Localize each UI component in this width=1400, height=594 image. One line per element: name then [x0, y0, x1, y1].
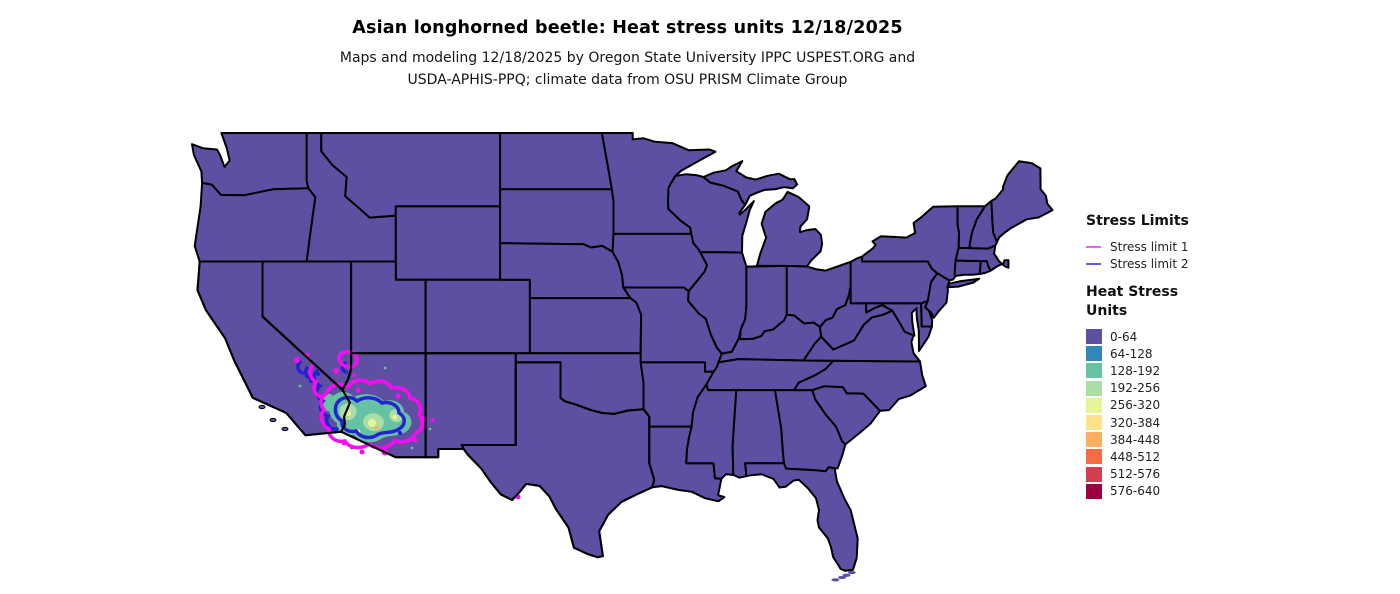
heat-bin-4-item: 256-320: [1086, 397, 1178, 414]
florida-keys-island: [831, 578, 840, 582]
heat-bin-1-item-label: 64-128: [1110, 346, 1153, 361]
page-title: Asian longhorned beetle: Heat stress uni…: [352, 18, 903, 38]
stress-limit-1-item: Stress limit 1: [1086, 238, 1189, 255]
heat-bin-7-item-label: 448-512: [1110, 449, 1161, 464]
heat-bin-4-item-swatch: [1086, 397, 1102, 413]
subtitle-line-2: USDA-APHIS-PPQ; climate data from OSU PR…: [407, 71, 848, 88]
channel-island: [281, 426, 289, 432]
heat-bin-3-item: 192-256: [1086, 380, 1178, 397]
state-pa: [849, 255, 939, 305]
heat-stress-legend-rows: 0-64 64-128 128-192 192-256 256-320 320-384 38…: [1086, 328, 1178, 500]
heat-stress-legend-title-line-1: Heat Stress: [1086, 284, 1179, 300]
stress-limit-2-item: Stress limit 2: [1086, 255, 1189, 272]
heat-bin-9-item-label: 576-640: [1110, 484, 1161, 499]
state-co: [424, 278, 531, 355]
heat-bin-8-item-label: 512-576: [1110, 467, 1161, 482]
hotspot-fill: [320, 393, 337, 412]
hotspot-spot: [383, 366, 387, 370]
state-mi: [755, 190, 824, 268]
stress-limit-1-contours: [294, 350, 521, 500]
stress-limit-1-item-label: Stress limit 1: [1110, 239, 1189, 254]
channel-island: [258, 404, 266, 410]
heat-bin-8-item-swatch: [1086, 466, 1102, 482]
heat-bin-6-item-swatch: [1086, 432, 1102, 448]
heat-bin-6-item: 384-448: [1086, 431, 1178, 448]
heat-bin-8-item: 512-576: [1086, 466, 1178, 483]
stress-limits-legend-title: Stress Limits: [1086, 213, 1189, 229]
heat-bin-2-item-label: 128-192: [1110, 363, 1161, 378]
hotspot-spot: [298, 384, 302, 388]
state-border-tx: [460, 361, 656, 559]
state-nm: [424, 352, 517, 459]
heat-bin-0-item-label: 0-64: [1110, 329, 1138, 344]
state-nd: [499, 132, 613, 191]
heat-bin-4-item-label: 256-320: [1110, 398, 1161, 413]
heat-bin-1-item: 64-128: [1086, 345, 1178, 362]
state-borders-overlay: [196, 260, 656, 559]
heat-bin-0-item: 0-64: [1086, 328, 1178, 345]
state-wy: [394, 205, 502, 281]
heat-bin-7-item-swatch: [1086, 449, 1102, 465]
islands-layer: [258, 404, 856, 582]
title-block: Asian longhorned beetle: Heat stress uni…: [190, 18, 1065, 91]
heat-stress-legend-title-line-2: Units: [1086, 303, 1128, 319]
heat-stress-legend-title: Heat Stress Units: [1086, 283, 1178, 321]
florida-keys-island: [838, 575, 847, 580]
stress-limit-1-item-swatch: [1086, 245, 1101, 248]
heat-bin-1-item-swatch: [1086, 346, 1102, 362]
state-or: [193, 181, 317, 263]
hotspot-spot: [368, 419, 376, 427]
stress-limit-2-item-swatch: [1086, 262, 1101, 265]
stress-limits-legend-rows: Stress limit 1 Stress limit 2: [1086, 238, 1189, 272]
heat-bin-6-item-label: 384-448: [1110, 432, 1161, 447]
state-mi2: [702, 160, 799, 206]
heat-bin-0-item-swatch: [1086, 329, 1102, 345]
heat-bin-5-item-label: 320-384: [1110, 415, 1161, 430]
us-states-layer: [191, 132, 1054, 572]
state-fl: [744, 462, 859, 572]
heat-bin-2-item: 128-192: [1086, 362, 1178, 379]
hotspot-spot: [410, 446, 414, 450]
channel-island: [269, 417, 277, 423]
florida-keys-island: [847, 570, 856, 575]
heat-bin-9-item-swatch: [1086, 483, 1102, 499]
stress-limits-legend: Stress Limits Stress limit 1 Stress limit…: [1086, 212, 1189, 272]
heat-bin-3-item-swatch: [1086, 380, 1102, 396]
hotspot-spot: [375, 426, 379, 430]
heat-bin-2-item-swatch: [1086, 363, 1102, 379]
heat-bin-5-item: 320-384: [1086, 414, 1178, 431]
state-me: [990, 160, 1054, 243]
subtitle-line-1: Maps and modeling 12/18/2025 by Oregon S…: [339, 50, 916, 66]
state-md: [865, 302, 933, 352]
florida-keys-island: [842, 573, 851, 577]
heat-bin-3-item-label: 192-256: [1110, 381, 1161, 396]
state-li: [947, 277, 981, 289]
state-nc: [793, 359, 927, 412]
hotspot-spot: [392, 414, 398, 420]
subtitle: Maps and modeling 12/18/2025 by Oregon S…: [190, 48, 1065, 91]
state-ks: [528, 297, 643, 355]
heat-bin-7-item: 448-512: [1086, 448, 1178, 465]
heat-stress-units-legend: Heat Stress Units 0-64 64-128 128-192 192-2…: [1086, 283, 1178, 500]
stress-limit-2-item-label: Stress limit 2: [1110, 256, 1189, 271]
state-ct: [953, 259, 982, 277]
heat-bin-5-item-swatch: [1086, 415, 1102, 431]
heat-bin-9-item: 576-640: [1086, 483, 1178, 500]
hotspot-spot: [428, 427, 432, 431]
